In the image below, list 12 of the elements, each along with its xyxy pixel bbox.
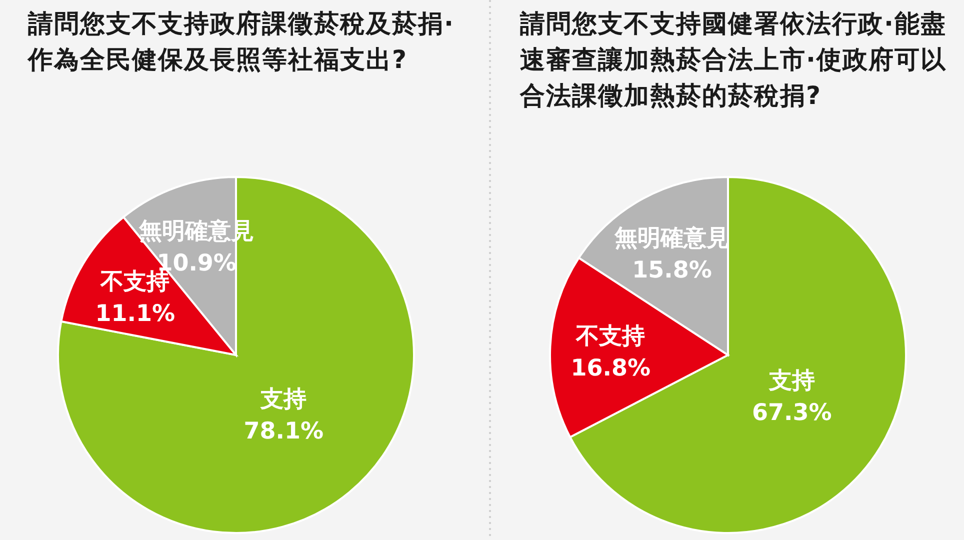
slice-label: 支持: [768, 368, 815, 394]
data-label: 15.8%: [632, 258, 712, 284]
data-label: 16.8%: [570, 355, 651, 382]
slice-label: 無明確意見: [614, 226, 730, 252]
slice-label: 支持: [260, 386, 307, 413]
data-label: 67.3%: [752, 400, 832, 426]
data-label: 78.1%: [244, 418, 324, 445]
data-label: 11.1%: [95, 300, 176, 327]
pie-slice: [57, 176, 415, 534]
slice-label: 不支持: [575, 323, 646, 350]
chart-title: 請問您支不支持國健署依法行政·能盡速審查讓加熱菸合法上市·使政府可以合法課徵加熱菸的菸稅捐?: [520, 8, 948, 112]
chart-title: 請問您支不支持政府課徵菸稅及菸捐·作為全民健保及長照等社福支出?: [28, 8, 456, 76]
